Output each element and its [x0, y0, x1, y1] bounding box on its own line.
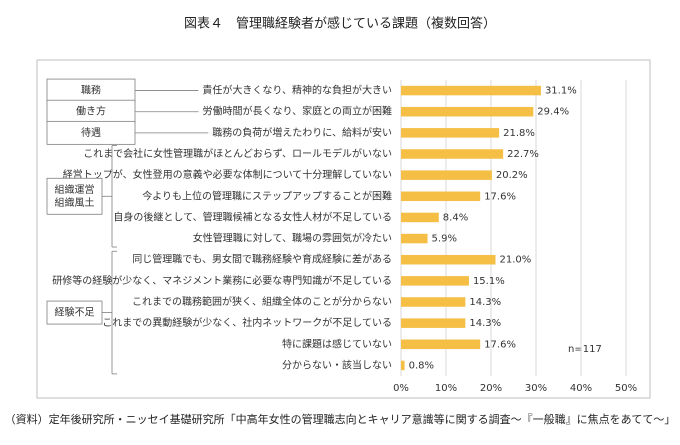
category-label: 今よりも上位の管理職にステップアップすることが困難: [142, 189, 392, 202]
x-tick-label: 50%: [615, 383, 637, 394]
bar: [401, 106, 534, 117]
bar: [401, 233, 428, 244]
value-label: 8.4%: [443, 212, 468, 223]
category-label: 経営トップが、女性登用の意義や必要な体制について十分理解していない: [63, 168, 392, 181]
bar: [401, 170, 492, 180]
category-label: 分からない・該当しない: [282, 358, 392, 371]
value-label: 21.0%: [500, 255, 532, 266]
value-label: 17.6%: [484, 191, 516, 202]
bar: [401, 339, 481, 350]
value-label: 14.3%: [469, 318, 501, 329]
value-label: 17.6%: [484, 339, 516, 350]
value-label: 14.3%: [469, 297, 501, 308]
group-label: 組織運営: [55, 183, 95, 196]
x-tick-label: 40%: [570, 383, 592, 394]
value-label: 31.1%: [545, 86, 577, 97]
group-box: [46, 177, 103, 215]
bar: [401, 149, 504, 159]
group-label: 職務: [81, 84, 101, 97]
value-label: 5.9%: [432, 234, 457, 245]
value-label: 20.2%: [496, 170, 528, 181]
x-tick-label: 30%: [525, 383, 547, 394]
bar: [401, 360, 405, 371]
chart-title: 図表４ 管理職経験者が感じている課題（複数回答）: [184, 16, 496, 32]
category-label: これまでの異動経験が少なく、社内ネットワークが不足している: [102, 316, 392, 329]
group-label: 待遇: [81, 126, 101, 139]
bar: [401, 212, 439, 223]
bar: [401, 191, 481, 202]
bar: [401, 85, 541, 96]
plot-frame: [36, 59, 651, 399]
value-label: 22.7%: [507, 149, 539, 160]
x-tick-label: 0%: [393, 383, 409, 394]
category-label: 特に課題は感じていない: [282, 337, 392, 350]
group-label: 組織風土: [55, 196, 95, 209]
category-label: これまでの職務範囲が狭く、組織全体のことが分からない: [132, 295, 392, 308]
bar: [401, 254, 496, 265]
value-label: 21.8%: [503, 128, 535, 139]
annotation: n=117: [568, 344, 602, 355]
group-label: 経験不足: [55, 306, 95, 319]
category-label: 自身の後継として、管理職候補となる女性人材が不足している: [113, 210, 392, 223]
category-label: 労働時間が長くなり、家庭との両立が困難: [203, 105, 393, 118]
bar: [401, 128, 500, 138]
x-tick-label: 20%: [480, 383, 502, 394]
bar: [401, 276, 469, 286]
bar: [401, 318, 466, 328]
category-label: 職務の負荷が増えたわりに、給料が安い: [212, 126, 392, 139]
value-label: 15.1%: [473, 276, 505, 287]
category-label: 女性管理職に対して、職場の雰囲気が冷たい: [193, 232, 392, 245]
category-label: これまで会社に女性管理職がほとんどおらず、ロールモデルがいない: [83, 147, 392, 160]
category-label: 研修等の経験が少なく、マネジメント業務に必要な専門知識が不足している: [52, 274, 392, 287]
category-label: 同じ管理職でも、男女間で職務経験や育成経験に差がある: [132, 253, 392, 266]
value-label: 0.8%: [409, 360, 434, 371]
bar: [401, 297, 466, 307]
source-note: （資料）定年後研究所・ニッセイ基礎研究所「中高年女性の管理職志向とキャリア意識等…: [5, 412, 676, 426]
group-label: 働き方: [76, 105, 106, 118]
x-tick-label: 10%: [435, 383, 457, 394]
value-label: 29.4%: [537, 107, 569, 118]
category-label: 責任が大きくなり、精神的な負担が大きい: [202, 84, 392, 97]
